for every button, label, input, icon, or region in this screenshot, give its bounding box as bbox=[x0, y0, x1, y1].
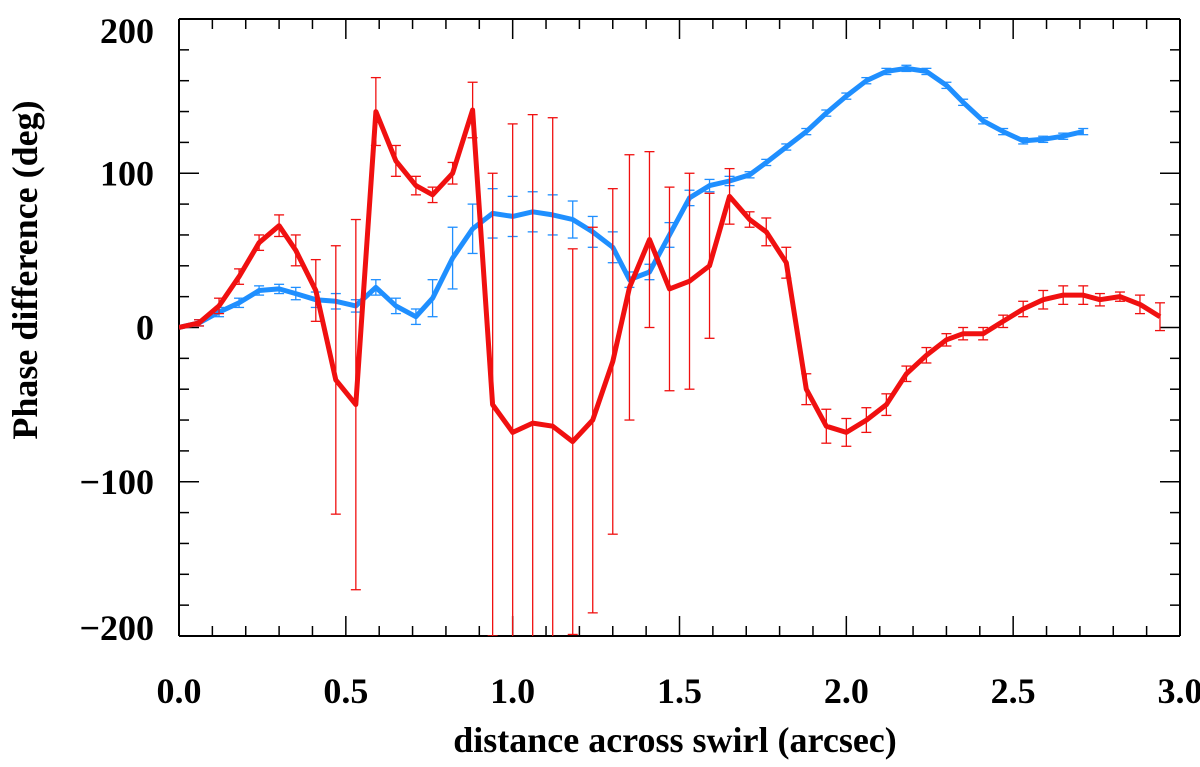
y-tick-label: 100 bbox=[100, 153, 154, 193]
y-tick-label: 200 bbox=[100, 11, 154, 51]
tick-labels: 0.0 0.5 1.0 1.5 2.0 2.5 3.0 200 100 0 −100 −200 bbox=[79, 11, 1200, 711]
y-tick-label: 0 bbox=[136, 308, 154, 348]
axes-frame bbox=[178, 18, 1181, 637]
data-series bbox=[179, 64, 1165, 636]
x-tick-label: 2.0 bbox=[824, 671, 869, 711]
x-tick-label: 3.0 bbox=[1158, 671, 1200, 711]
y-tick-label: −100 bbox=[79, 462, 154, 502]
x-tick-label: 2.5 bbox=[991, 671, 1036, 711]
x-tick-label: 0.0 bbox=[157, 671, 202, 711]
y-tick-label: −200 bbox=[79, 608, 154, 648]
series-line bbox=[179, 107, 1162, 445]
x-tick-label: 0.5 bbox=[323, 671, 368, 711]
y-axis-title: Phase difference (deg) bbox=[5, 100, 45, 439]
x-tick-label: 1.0 bbox=[490, 671, 535, 711]
series-2 bbox=[179, 76, 1165, 636]
x-axis-title: distance across swirl (arcsec) bbox=[453, 720, 897, 760]
axis-ticks bbox=[178, 18, 1181, 637]
x-tick-label: 1.5 bbox=[657, 671, 702, 711]
